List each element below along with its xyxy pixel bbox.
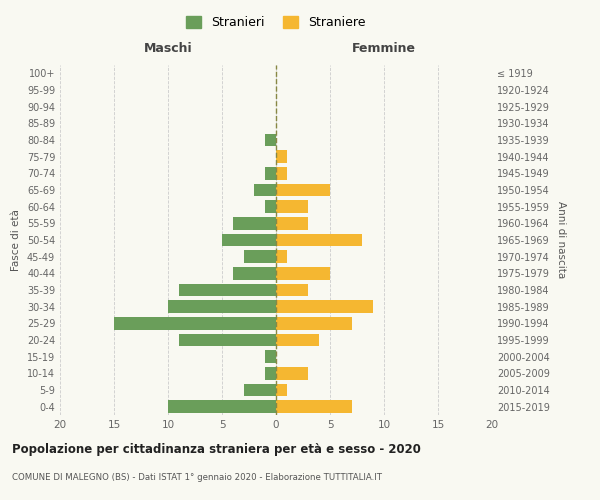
Bar [114,317,276,330]
Text: Popolazione per cittadinanza straniera per età e sesso - 2020: Popolazione per cittadinanza straniera p… [12,442,421,456]
Bar [265,167,276,179]
Bar [222,234,276,246]
Text: Femmine: Femmine [352,42,416,55]
Text: COMUNE DI MALEGNO (BS) - Dati ISTAT 1° gennaio 2020 - Elaborazione TUTTITALIA.IT: COMUNE DI MALEGNO (BS) - Dati ISTAT 1° g… [12,472,382,482]
Bar [168,400,276,413]
Bar [276,217,308,230]
Bar [276,334,319,346]
Bar [276,367,308,380]
Bar [265,200,276,213]
Bar [276,267,330,280]
Bar [276,284,308,296]
Text: Maschi: Maschi [143,42,193,55]
Bar [244,250,276,263]
Bar [276,200,308,213]
Bar [265,367,276,380]
Bar [276,184,330,196]
Bar [265,134,276,146]
Bar [254,184,276,196]
Bar [233,267,276,280]
Bar [276,150,287,163]
Bar [276,400,352,413]
Y-axis label: Anni di nascita: Anni di nascita [556,202,566,278]
Bar [276,300,373,313]
Bar [276,167,287,179]
Bar [233,217,276,230]
Bar [276,234,362,246]
Bar [179,284,276,296]
Bar [168,300,276,313]
Bar [276,384,287,396]
Legend: Stranieri, Straniere: Stranieri, Straniere [181,11,371,34]
Bar [244,384,276,396]
Bar [179,334,276,346]
Y-axis label: Fasce di età: Fasce di età [11,209,21,271]
Bar [276,317,352,330]
Bar [265,350,276,363]
Bar [276,250,287,263]
